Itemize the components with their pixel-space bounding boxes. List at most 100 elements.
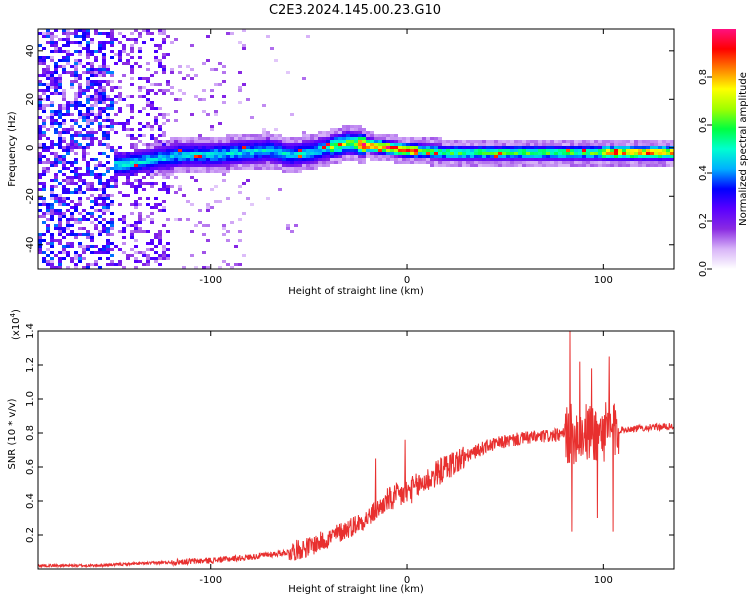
spectrogram-cell [362,155,366,158]
spectrogram-cell [146,167,150,170]
spectrogram-cell [226,170,230,173]
spectrogram-cell [110,89,114,92]
spectrogram-cell [318,134,322,137]
spectrogram-cell [494,152,498,155]
spectrogram-cell [402,161,406,164]
spectrogram-cell [538,149,542,152]
spectrogram-cell [186,164,190,167]
spectrogram-cell [74,188,78,191]
spectrogram-cell [134,41,138,44]
spectrogram-cell [146,101,150,104]
spectrogram-cell [122,128,126,131]
spectrogram-cell [394,158,398,161]
spectrogram-cell [94,119,98,122]
spectrogram-cell [426,152,430,155]
spectrogram-cell [70,215,74,218]
spectrogram-cell [190,149,194,152]
spectrogram-cell [102,92,106,95]
spectrogram-cell [46,224,50,227]
spectrogram-cell [370,140,374,143]
spectrogram-cell [154,182,158,185]
spectrogram-cell [70,86,74,89]
spectrogram-cell [166,35,170,38]
spectrogram-cell [62,89,66,92]
spectrogram-cell [274,143,278,146]
spectrogram-cell [362,131,366,134]
spectrogram-cell [146,215,150,218]
spectrogram-cell [182,146,186,149]
spectrogram-cell [94,158,98,161]
spectrogram-cell [46,146,50,149]
spectrogram-cell [630,164,634,167]
spectrogram-cell [74,182,78,185]
spectrogram-cell [210,149,214,152]
spectrogram-cell [130,233,134,236]
spectrogram-cell [118,53,122,56]
spectrogram-cell [194,140,198,143]
spectrogram-cell [154,107,158,110]
spectrogram-cell [194,137,198,140]
spectrogram-cell [162,185,166,188]
spectrogram-cell [234,140,238,143]
spectrogram-cell [98,140,102,143]
spectrogram-cell [190,143,194,146]
spectrogram-cell [90,68,94,71]
spectrogram-cell [238,101,242,104]
spectrogram-cell [590,164,594,167]
spectrogram-cell [82,35,86,38]
spectrogram-cell [94,74,98,77]
spectrogram-cell [618,146,622,149]
spectrogram-cell [90,86,94,89]
spectrogram-cell [654,152,658,155]
spectrogram-cell [534,161,538,164]
spectrogram-cell [634,143,638,146]
spectrogram-cell [186,140,190,143]
spectrogram-cell [50,116,54,119]
spectrogram-cell [282,155,286,158]
spectrogram-cell [254,155,258,158]
spectrogram-cell [662,164,666,167]
spectrogram-cell [526,155,530,158]
spectrogram-cell [90,74,94,77]
spectrogram-cell [130,71,134,74]
spectrogram-cell [330,161,334,164]
spectrogram-cell [90,107,94,110]
spectrogram-cell [354,158,358,161]
spectrogram-cell [382,143,386,146]
spectrogram-cell [110,260,114,263]
spectrogram-cell [78,254,82,257]
spectrogram-cell [122,155,126,158]
spectrogram-cell [530,155,534,158]
spectrogram-cell [134,149,138,152]
spectrogram-cell [486,158,490,161]
spectrogram-cell [38,176,42,179]
spectrogram-cell [198,188,202,191]
spectrogram-cell [258,161,262,164]
spectrogram-cell [246,155,250,158]
spectrogram-cell [354,152,358,155]
spectrogram-cell [214,170,218,173]
spectrogram-cell [158,173,162,176]
spectrogram-cell [130,161,134,164]
spectrogram-cell [302,149,306,152]
spectrogram-cell [98,89,102,92]
spectrogram-cell [74,74,78,77]
spectrogram-cell [58,263,62,266]
spectrogram-cell [562,161,566,164]
spectrogram-cell [146,80,150,83]
spectrogram-cell [82,158,86,161]
spectrogram-cell [578,158,582,161]
spectrogram-cell [262,152,266,155]
spectrogram-cell [442,161,446,164]
spectrogram-cell [338,137,342,140]
spectrogram-cell [50,125,54,128]
spectrogram-cell [94,224,98,227]
spectrogram-cell [38,83,42,86]
spectrogram-cell [58,215,62,218]
spectrogram-cell [462,146,466,149]
spectrogram-cell [42,107,46,110]
spectrogram-cell [426,137,430,140]
spectrogram-cell [98,44,102,47]
spectrogram-cell [594,155,598,158]
spectrogram-cell [226,161,230,164]
